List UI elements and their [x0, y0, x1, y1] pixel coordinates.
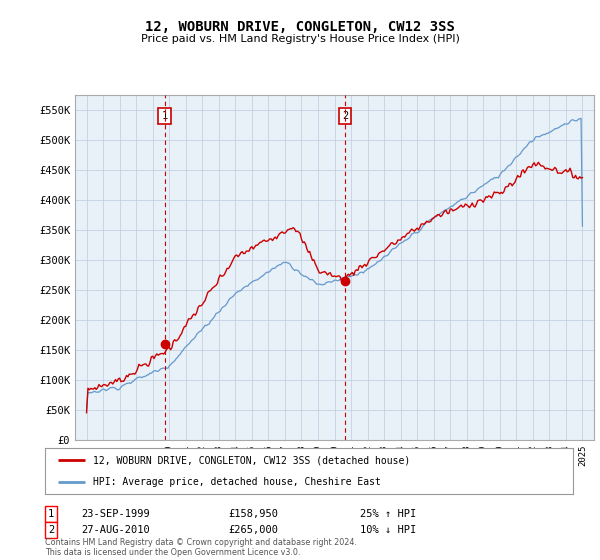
- Text: 2: 2: [342, 111, 349, 121]
- Text: £158,950: £158,950: [228, 509, 278, 519]
- Text: Price paid vs. HM Land Registry's House Price Index (HPI): Price paid vs. HM Land Registry's House …: [140, 34, 460, 44]
- Text: 12, WOBURN DRIVE, CONGLETON, CW12 3SS: 12, WOBURN DRIVE, CONGLETON, CW12 3SS: [145, 20, 455, 34]
- Text: 23-SEP-1999: 23-SEP-1999: [81, 509, 150, 519]
- Text: 1: 1: [48, 509, 54, 519]
- Text: Contains HM Land Registry data © Crown copyright and database right 2024.
This d: Contains HM Land Registry data © Crown c…: [45, 538, 357, 557]
- Text: 25% ↑ HPI: 25% ↑ HPI: [360, 509, 416, 519]
- Text: 1: 1: [161, 111, 168, 121]
- Text: 27-AUG-2010: 27-AUG-2010: [81, 525, 150, 535]
- Text: HPI: Average price, detached house, Cheshire East: HPI: Average price, detached house, Ches…: [92, 477, 380, 487]
- Text: 10% ↓ HPI: 10% ↓ HPI: [360, 525, 416, 535]
- Text: £265,000: £265,000: [228, 525, 278, 535]
- Text: 12, WOBURN DRIVE, CONGLETON, CW12 3SS (detached house): 12, WOBURN DRIVE, CONGLETON, CW12 3SS (d…: [92, 455, 410, 465]
- Text: 2: 2: [48, 525, 54, 535]
